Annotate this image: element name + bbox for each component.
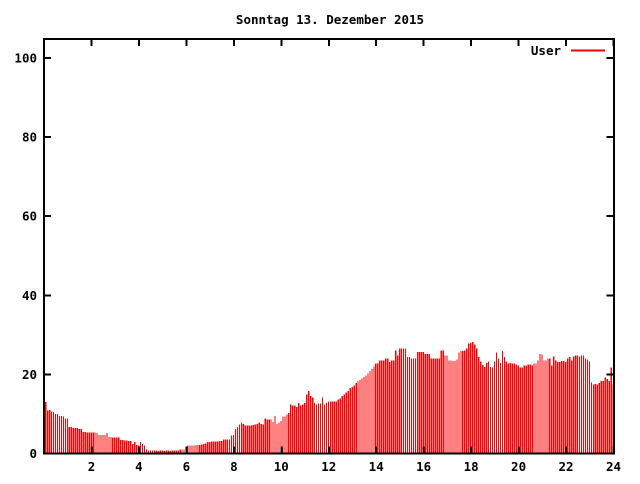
svg-text:12: 12 <box>321 459 336 474</box>
svg-text:60: 60 <box>22 209 37 224</box>
svg-text:22: 22 <box>559 459 574 474</box>
svg-text:100: 100 <box>14 51 37 66</box>
y-axis-ticks <box>44 57 614 455</box>
svg-text:18: 18 <box>464 459 479 474</box>
x-axis-labels: 2 4 6 8 10 12 14 16 18 20 22 24 <box>88 459 621 474</box>
legend: User <box>531 43 605 58</box>
svg-text:4: 4 <box>135 459 143 474</box>
svg-text:14: 14 <box>369 459 384 474</box>
svg-text:80: 80 <box>22 130 37 145</box>
svg-text:2: 2 <box>88 459 96 474</box>
bar-series-user <box>45 341 614 454</box>
svg-text:24: 24 <box>606 459 621 474</box>
svg-text:40: 40 <box>22 288 37 303</box>
svg-text:10: 10 <box>274 459 289 474</box>
svg-text:6: 6 <box>183 459 191 474</box>
chart-title: Sonntag 13. Dezember 2015 <box>236 12 424 27</box>
x-axis-ticks <box>90 39 615 454</box>
svg-text:20: 20 <box>511 459 526 474</box>
svg-text:0: 0 <box>29 446 37 461</box>
svg-text:8: 8 <box>230 459 238 474</box>
legend-label-user: User <box>531 43 562 58</box>
y-axis-labels: 0 20 40 60 80 100 <box>14 51 37 462</box>
svg-text:16: 16 <box>416 459 431 474</box>
svg-text:20: 20 <box>22 367 37 382</box>
